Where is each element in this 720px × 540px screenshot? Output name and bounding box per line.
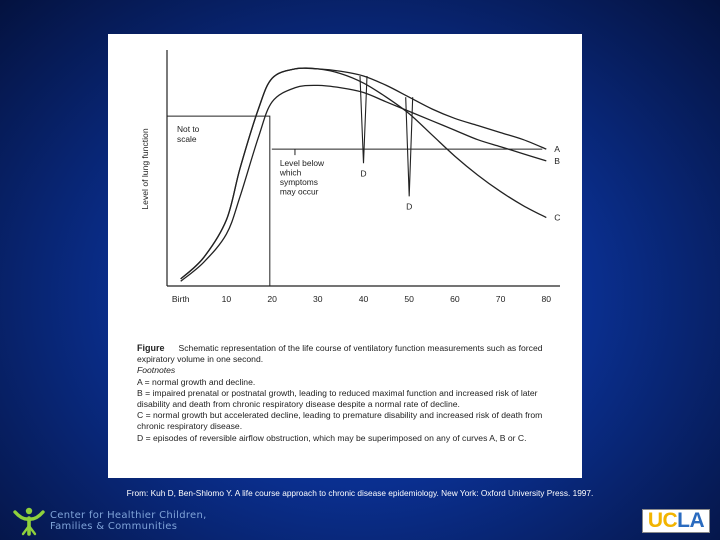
organization-name-line-2: Families & Communities: [50, 521, 178, 532]
reversible-dip: [405, 97, 414, 197]
footnote-a: A = normal growth and decline.: [137, 376, 256, 387]
figure-label: Figure: [137, 343, 165, 353]
y-axis-label: Level of lung function: [140, 128, 150, 209]
threshold-label-line: Level below: [280, 158, 325, 168]
curve-c: [180, 67, 547, 280]
series-label-c: C: [554, 213, 560, 223]
footnote-c: C = normal growth but accelerated declin…: [137, 410, 543, 432]
figure-title-line: Figure Schematic representation of the li…: [137, 343, 569, 365]
x-tick-label: 20: [267, 294, 277, 304]
not-to-scale-annotation: Not to scale: [167, 115, 271, 286]
source-citation: From: Kuh D, Ben-Shlomo Y. A life course…: [126, 488, 594, 498]
ucla-logo: UCLA: [642, 509, 710, 533]
curves: [180, 67, 547, 282]
footnote-b: B = impaired prenatal or postnatal growt…: [137, 387, 538, 410]
x-tick-label: 30: [313, 294, 323, 304]
footnotes-heading: Footnotes: [137, 365, 176, 376]
series-label-b: B: [554, 156, 560, 166]
x-tick-label: Birth: [172, 294, 190, 304]
chc-figure-logo-icon: [13, 507, 45, 536]
x-tick-label: 80: [542, 294, 552, 304]
reversible-dips: DD: [359, 75, 414, 211]
curve-b: [180, 84, 547, 282]
threshold-label-line: may occur: [280, 187, 319, 197]
threshold-label-line: which: [279, 168, 302, 178]
threshold-label-line: symptoms: [280, 177, 318, 187]
organization-name: Center for Healthier Children, Families …: [50, 510, 207, 532]
series-labels: AB C: [554, 144, 560, 222]
dip-label: D: [360, 168, 366, 178]
figure-caption: Figure Schematic representation of the li…: [137, 343, 569, 444]
not-to-scale-bracket: [167, 115, 271, 286]
footnote-d: D = episodes of reversible airflow obstr…: [137, 432, 527, 443]
dip-label: D: [406, 201, 412, 211]
x-tick-label: 40: [359, 294, 369, 304]
not-to-scale-line-2: scale: [177, 134, 197, 144]
not-to-scale-line-1: Not to: [177, 124, 200, 134]
x-tick-label: 50: [404, 294, 414, 304]
x-tick-label: 60: [450, 294, 460, 304]
organization-name-line-1: Center for Healthier Children,: [50, 510, 207, 521]
series-label-a: A: [554, 144, 560, 154]
x-tick-label: 10: [222, 294, 232, 304]
x-tick-labels: Birth 10 20 30 40 50 60 70 80: [172, 294, 551, 304]
figure-panel: Level of lung function Birth 10 20 30 40 50 60…: [108, 34, 582, 478]
x-tick-label: 70: [496, 294, 506, 304]
reversible-dip: [359, 75, 368, 164]
figure-text: Schematic representation of the life cou…: [137, 343, 543, 365]
lung-function-chart: Level of lung function Birth 10 20 30 40 50 60…: [140, 50, 561, 304]
